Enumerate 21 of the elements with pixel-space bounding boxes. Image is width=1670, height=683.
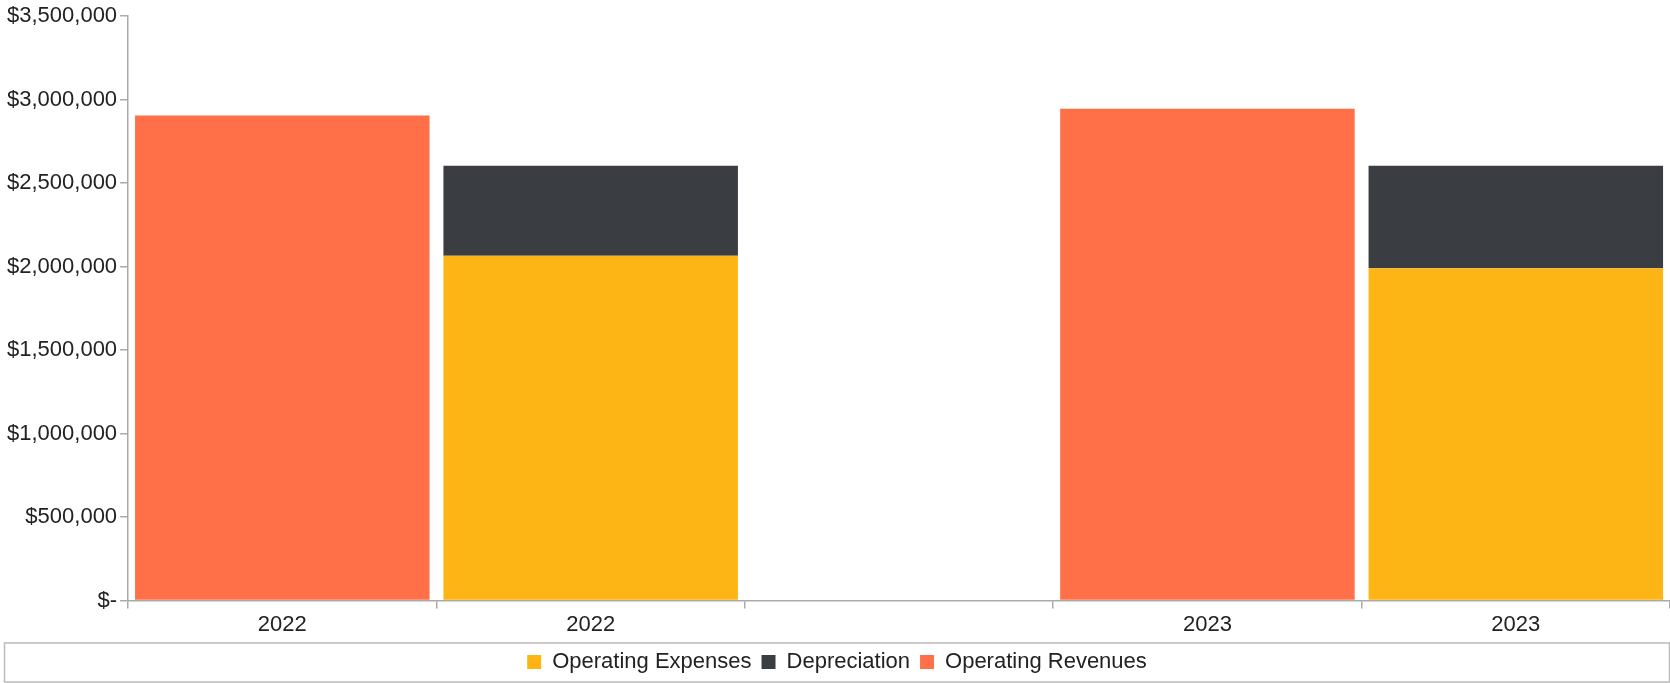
bar [443, 255, 738, 600]
legend-label: Operating Expenses [552, 648, 752, 674]
x-tick-label: 2022 [566, 610, 616, 636]
y-tick-label: $- [97, 586, 118, 612]
y-tick-label: $500,000 [25, 503, 118, 529]
x-tick-label: 2023 [1491, 610, 1541, 636]
bar [443, 165, 738, 256]
y-tick-label: $1,000,000 [7, 419, 118, 445]
bar [135, 115, 430, 600]
y-tick-label: $3,000,000 [7, 85, 118, 111]
bar [1060, 108, 1355, 600]
y-tick-label: $2,000,000 [7, 252, 118, 278]
bar [1368, 165, 1664, 269]
y-tick-label: $1,500,000 [7, 336, 118, 362]
legend-label: Depreciation [786, 648, 911, 674]
legend-label: Operating Revenues [945, 648, 1147, 674]
x-tick-label: 2023 [1182, 610, 1232, 636]
y-tick-label: $2,500,000 [7, 169, 118, 195]
bar [1368, 268, 1664, 600]
y-tick-label: $3,500,000 [7, 2, 118, 28]
x-tick-label: 2022 [257, 610, 307, 636]
